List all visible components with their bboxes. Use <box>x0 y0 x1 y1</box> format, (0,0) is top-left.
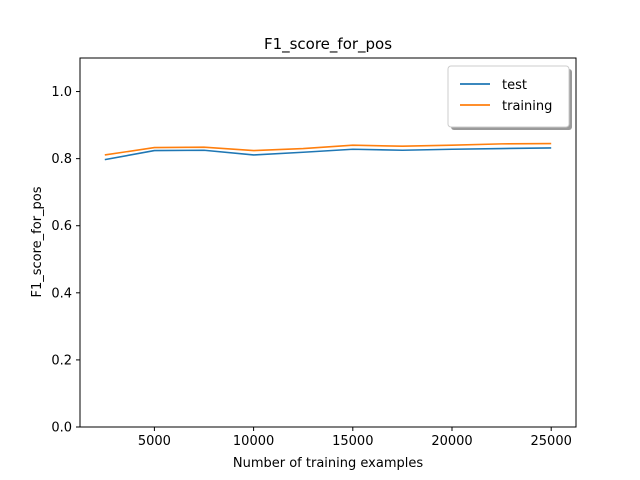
x-tick-label: 25000 <box>531 434 572 449</box>
legend: test training <box>447 65 572 130</box>
y-tick-label: 1.0 <box>51 85 72 100</box>
x-tick-label: 5000 <box>138 434 171 449</box>
legend-label-training: training <box>502 99 552 114</box>
y-tick-label: 0.4 <box>51 286 72 301</box>
series-line-training <box>104 142 552 156</box>
plot-frame <box>79 57 577 428</box>
legend-box <box>447 65 570 128</box>
x-tick-label: 10000 <box>233 434 274 449</box>
y-tick-label: 0.0 <box>51 421 72 436</box>
x-tick-label: 15000 <box>332 434 373 449</box>
x-axis-title: Number of training examples <box>233 456 423 471</box>
y-tick-label: 0.6 <box>51 219 72 234</box>
series-line-test <box>104 147 552 161</box>
x-axis: 5000 10000 15000 20000 25000 <box>138 427 572 449</box>
legend-label-test: test <box>502 78 527 93</box>
y-tick-label: 0.2 <box>51 353 72 368</box>
plot-lines <box>104 142 552 161</box>
x-tick-label: 20000 <box>431 434 472 449</box>
y-axis-title: F1_score_for_pos <box>30 186 45 297</box>
chart-title: F1_score_for_pos <box>264 35 392 54</box>
y-tick-label: 0.8 <box>51 152 72 167</box>
y-axis: 0.0 0.2 0.4 0.6 0.8 1.0 <box>51 85 80 436</box>
